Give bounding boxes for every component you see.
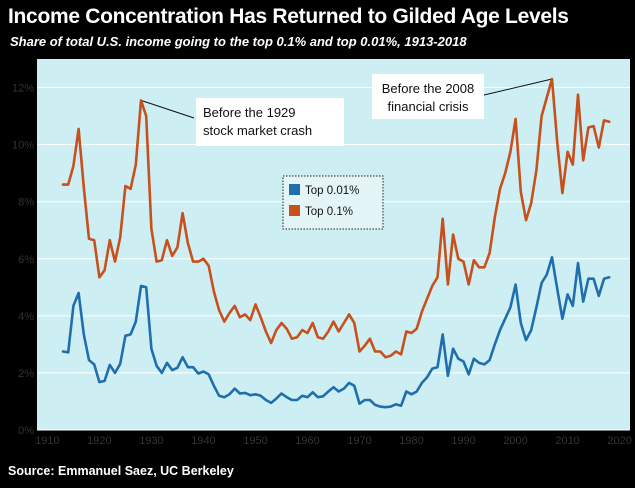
- y-tick-label: 2%: [18, 368, 34, 380]
- y-tick-label: 6%: [18, 254, 34, 266]
- x-tick-label: 1970: [347, 435, 371, 447]
- legend-label: Top 0.1%: [305, 206, 353, 218]
- x-tick-label: 1960: [295, 435, 319, 447]
- annotation-text: Before the 2008: [382, 81, 475, 96]
- series-line-top-0-1: [61, 77, 611, 359]
- annotation-text: stock market crash: [203, 123, 312, 138]
- x-tick-label: 2000: [503, 435, 527, 447]
- x-tick-label: 1990: [451, 435, 475, 447]
- legend-swatch: [289, 184, 300, 195]
- x-tick-label: 1930: [139, 435, 163, 447]
- source-note: Source: Emmanuel Saez, UC Berkeley: [8, 464, 234, 478]
- x-tick-label: 1920: [87, 435, 111, 447]
- y-tick-label: 4%: [18, 311, 34, 323]
- x-tick-label: 1940: [191, 435, 215, 447]
- annotation-leader-line: [140, 99, 195, 119]
- series-line-top-0-01: [61, 256, 611, 409]
- x-tick-label: 2020: [607, 435, 631, 447]
- annotation-box: [196, 98, 344, 146]
- y-tick-label: 12%: [12, 83, 34, 95]
- y-tick-label: 10%: [12, 140, 34, 152]
- x-tick-label: 1950: [243, 435, 267, 447]
- y-tick-label: 8%: [18, 197, 34, 209]
- legend-label: Top 0.01%: [305, 185, 359, 197]
- legend-box: [282, 175, 384, 230]
- y-tick-label: 0%: [18, 425, 34, 437]
- x-tick-label: 1910: [35, 435, 59, 447]
- x-tick-label: 1980: [399, 435, 423, 447]
- annotation-text: Before the 1929: [203, 105, 296, 120]
- x-tick-label: 2010: [555, 435, 579, 447]
- legend-swatch: [289, 205, 300, 216]
- chart-title: Income Concentration Has Returned to Gil…: [8, 5, 569, 28]
- chart-subtitle: Share of total U.S. income going to the …: [10, 34, 467, 49]
- annotation-text: financial crisis: [388, 99, 469, 114]
- annotation-leader-line: [479, 78, 553, 97]
- annotation-box: [372, 74, 484, 119]
